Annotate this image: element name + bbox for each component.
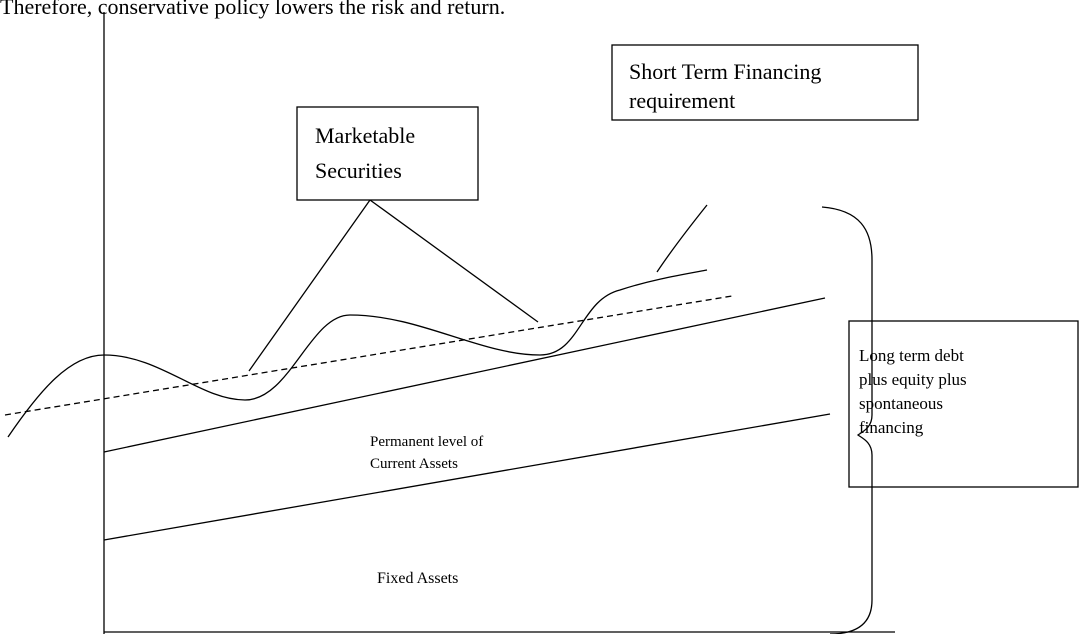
- box-label: plus equity plus: [859, 370, 967, 389]
- region-label: Current Assets: [370, 456, 458, 472]
- brace: [821, 206, 873, 634]
- box-label: Securities: [315, 158, 402, 183]
- box-label: requirement: [629, 88, 735, 113]
- pointer: [248, 199, 371, 372]
- box-label: financing: [859, 418, 924, 437]
- box-label: Long term debt: [859, 346, 964, 365]
- permanent-line: [103, 297, 826, 453]
- fixed-assets-line: [103, 413, 831, 541]
- marketable-box: [296, 106, 479, 201]
- pointer: [369, 199, 539, 323]
- region-label: Permanent level of: [370, 434, 483, 450]
- short-term-box: [611, 44, 919, 121]
- header-text: Therefore, conservative policy lowers th…: [0, 0, 505, 19]
- dashed-line: [4, 295, 733, 416]
- wave-curve: [7, 269, 708, 438]
- box-label: Marketable: [315, 123, 415, 148]
- long-term-box: [848, 320, 1079, 488]
- region-label: Fixed Assets: [377, 570, 458, 587]
- box-label: spontaneous: [859, 394, 943, 413]
- wave-tail: [656, 204, 708, 273]
- box-label: Short Term Financing: [629, 59, 821, 84]
